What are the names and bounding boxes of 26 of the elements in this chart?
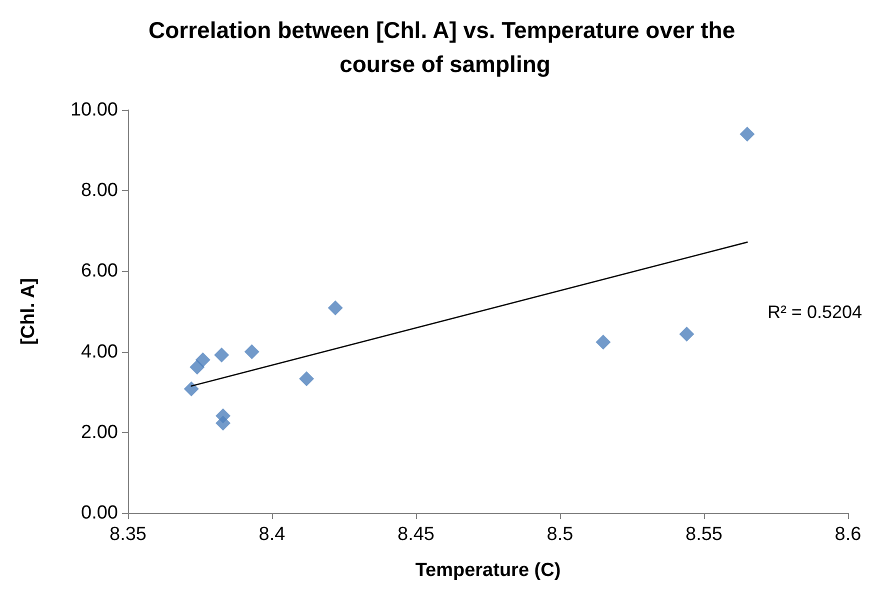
x-tick-label: 8.35 [110,524,146,545]
point [596,334,611,350]
point [299,371,314,386]
x-tick-label: 8.6 [834,524,862,545]
annotation: R² = 0.5204 [767,302,862,322]
y-tick-label: 4.00 [81,341,118,362]
y-tick-label: 6.00 [81,260,118,282]
x-tick-label: 8.45 [398,524,434,545]
y-tick-label: 10.00 [70,100,118,120]
point [244,344,260,360]
point [679,326,694,342]
point [740,126,755,142]
y-tick-label: 8.00 [81,180,118,202]
point [328,300,343,316]
chart-title: Correlation between [Chl. A] vs. Temperature over the course of sampling [148,17,742,77]
x-tick-label: 8.4 [258,524,286,545]
y-axis-title: [Chl. A] [18,278,39,345]
point [195,352,210,368]
x-tick-label: 8.5 [546,524,574,545]
point [216,416,231,431]
y-tick-label: 2.00 [81,422,118,443]
y-tick-label: 0.00 [81,502,118,524]
point [214,348,230,363]
point [184,381,199,396]
x-tick-label: 8.55 [686,524,722,545]
x-axis-title: Temperature (C) [415,560,561,581]
